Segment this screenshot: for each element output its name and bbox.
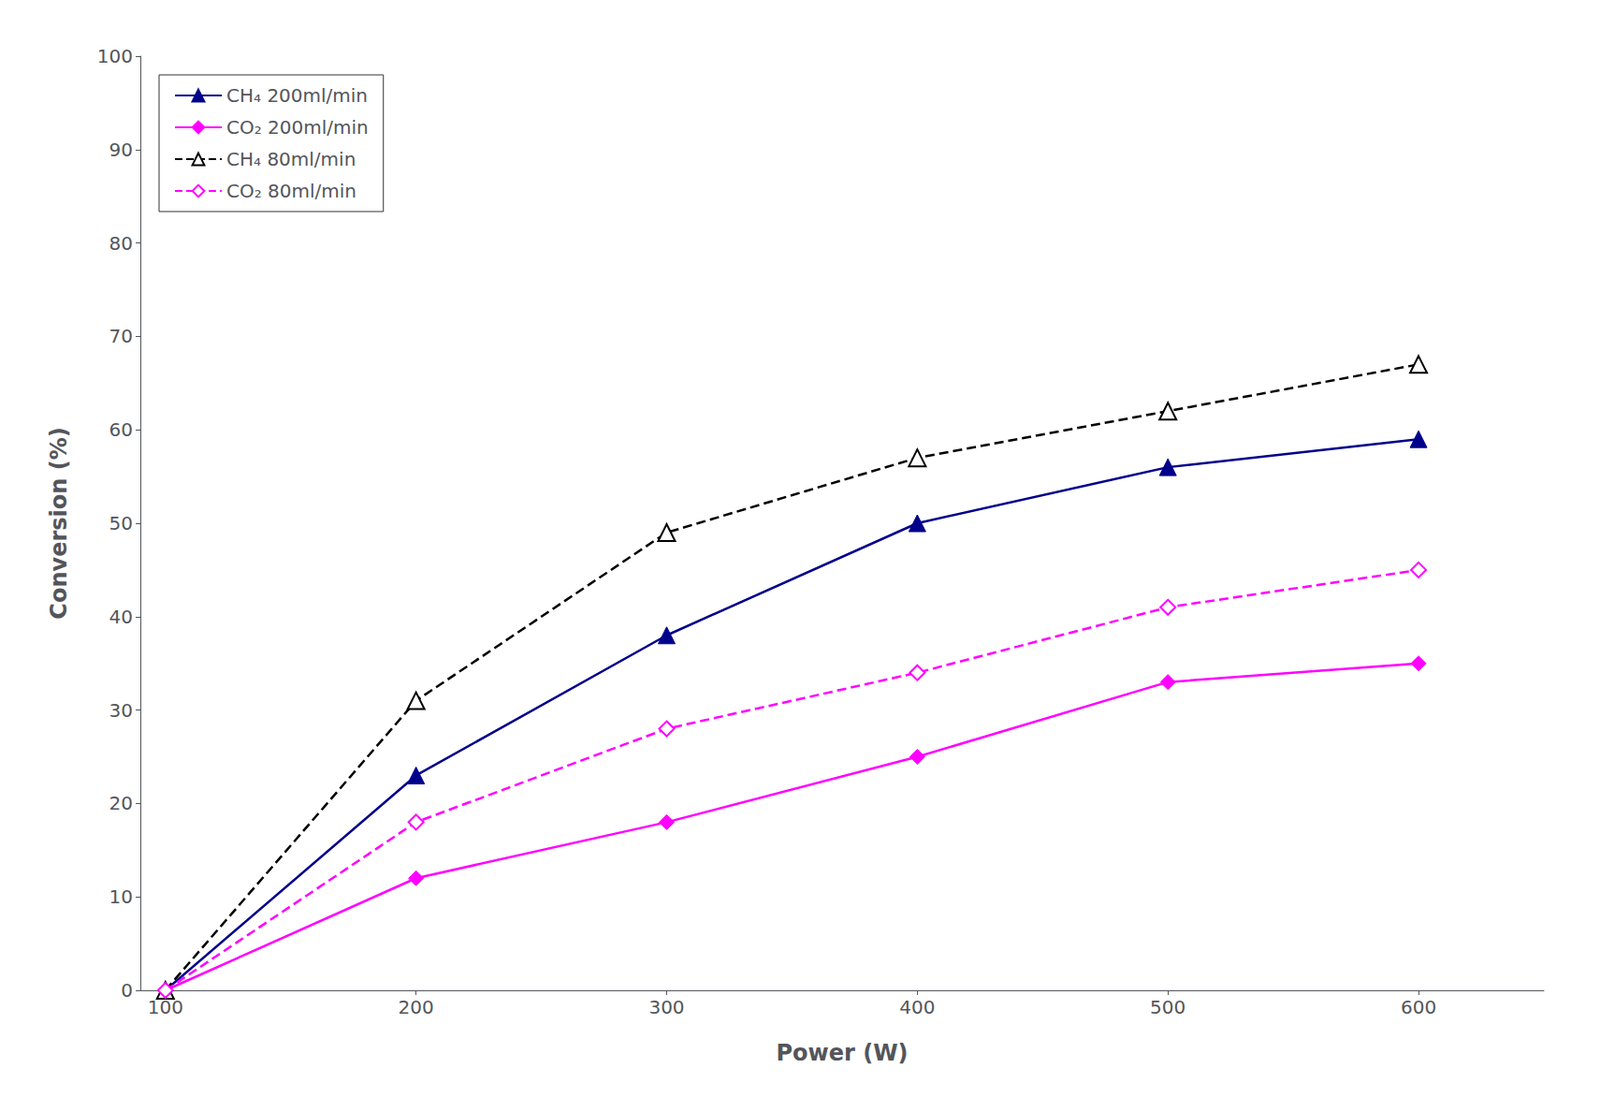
svg-text:40: 40 (109, 605, 133, 628)
svg-text:Power (W): Power (W) (775, 1039, 908, 1066)
svg-text:600: 600 (1400, 995, 1437, 1019)
svg-text:100: 100 (97, 44, 133, 68)
svg-text:30: 30 (109, 698, 133, 722)
svg-text:CO₂ 200ml/min: CO₂ 200ml/min (226, 116, 369, 139)
svg-text:200: 200 (398, 995, 435, 1019)
svg-text:10: 10 (109, 885, 133, 908)
svg-text:400: 400 (899, 995, 935, 1019)
svg-text:80: 80 (109, 232, 133, 255)
svg-text:500: 500 (1149, 995, 1186, 1019)
svg-text:CH₄ 80ml/min: CH₄ 80ml/min (226, 147, 356, 171)
svg-text:100: 100 (147, 995, 184, 1019)
svg-text:CH₄ 200ml/min: CH₄ 200ml/min (226, 84, 368, 107)
svg-text:90: 90 (109, 138, 133, 161)
svg-text:20: 20 (109, 791, 133, 815)
svg-text:Conversion (%): Conversion (%) (45, 426, 73, 619)
svg-text:50: 50 (109, 511, 133, 535)
svg-text:300: 300 (648, 995, 684, 1019)
svg-text:CO₂ 80ml/min: CO₂ 80ml/min (226, 179, 357, 203)
svg-text:0: 0 (120, 978, 133, 1002)
svg-text:70: 70 (109, 324, 133, 348)
svg-text:60: 60 (109, 418, 133, 441)
